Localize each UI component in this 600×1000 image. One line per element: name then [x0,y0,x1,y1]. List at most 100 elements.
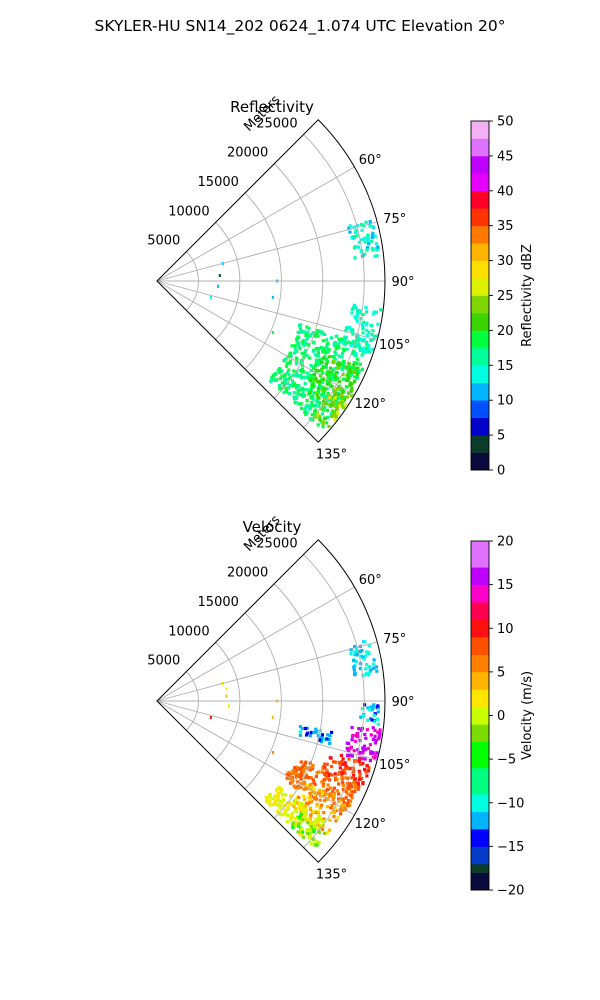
velocity-colorbar-segment [471,663,489,673]
reflectivity-gate [314,415,318,419]
reflectivity-gate [351,332,355,336]
reflectivity-gate [367,347,371,351]
velocity-gate [356,748,360,752]
velocity-gate [316,823,320,827]
reflectivity-azimuth-tick-label: 105° [379,338,410,353]
velocity-gate [296,801,300,805]
velocity-gate [365,764,369,768]
velocity-colorbar-segment [471,671,489,682]
velocity-gate [285,813,289,817]
velocity-gate [298,817,302,822]
velocity-gate [335,789,339,793]
velocity-azimuth-spoke [156,586,355,702]
reflectivity-colorbar-tick-label: 35 [497,219,514,234]
reflectivity-gate [334,346,339,350]
reflectivity-gate [340,351,345,355]
reflectivity-gate [330,355,335,359]
velocity-gate [342,801,346,805]
reflectivity-gate [341,390,345,394]
reflectivity-gate [344,365,348,369]
reflectivity-colorbar-tick-label: 50 [497,115,514,130]
reflectivity-colorbar-tick-label: 25 [497,289,514,304]
reflectivity-azimuth-spoke [156,166,355,282]
velocity-gate [271,751,274,755]
reflectivity-gate [354,315,359,319]
velocity-gate [343,805,347,810]
reflectivity-azimuth-tick-label: 90° [391,275,414,290]
reflectivity-gate [374,246,378,250]
reflectivity-gate [349,382,353,386]
velocity-gate [285,820,290,824]
reflectivity-range-tick-label: 20000 [227,146,268,161]
reflectivity-gate [346,367,350,371]
velocity-gate [312,730,316,735]
velocity-gate [352,665,356,669]
velocity-gate [293,808,297,812]
reflectivity-gate [295,349,299,353]
reflectivity-range-tick-label: 5000 [147,234,180,249]
reflectivity-colorbar-segment [471,312,489,323]
velocity-gate [368,759,372,763]
velocity-gate [308,766,313,770]
reflectivity-gate [339,386,343,390]
reflectivity-gate [303,352,307,356]
velocity-gate [363,640,367,644]
velocity-gate [307,776,311,780]
reflectivity-gate [305,403,309,407]
reflectivity-gate [352,369,356,373]
reflectivity-gate [341,405,345,410]
velocity-gate [306,817,311,821]
velocity-gate [327,737,331,742]
velocity-gate [288,781,293,785]
reflectivity-gate [341,373,345,377]
velocity-gate [359,751,363,755]
velocity-gate [347,757,351,761]
reflectivity-gate [321,371,325,375]
reflectivity-gate [352,363,356,367]
reflectivity-colorbar-tick-label: 40 [497,184,514,199]
velocity-azimuth-spoke [156,641,378,702]
reflectivity-gate [358,346,362,350]
velocity-gate [313,843,317,847]
reflectivity-gate [300,340,304,344]
velocity-gate [318,798,322,802]
velocity-gate [358,775,362,780]
velocity-gate [328,818,332,822]
reflectivity-gate [321,392,325,396]
velocity-gate [343,761,347,765]
reflectivity-gate [217,284,220,288]
reflectivity-azimuth-tick-label: 60° [359,153,382,168]
velocity-gate [309,776,313,780]
velocity-gate [281,813,285,817]
reflectivity-gate [347,391,351,395]
reflectivity-gate [295,401,299,405]
velocity-gate [358,666,362,671]
reflectivity-colorbar-tick-label: 15 [497,359,514,374]
velocity-gate [308,785,312,790]
reflectivity-gate [308,404,312,408]
reflectivity-gate [365,248,369,252]
velocity-gate [304,726,308,731]
reflectivity-gate [326,398,330,403]
velocity-gate [353,645,357,649]
reflectivity-gate [376,247,380,251]
reflectivity-gate [324,401,328,405]
reflectivity-gate [344,403,348,407]
velocity-gate [308,819,312,823]
reflectivity-gate [341,338,345,342]
reflectivity-gate [331,375,335,379]
reflectivity-gate [316,329,320,333]
reflectivity-gate [321,425,325,429]
reflectivity-gate [327,424,331,429]
reflectivity-gate [365,246,369,250]
velocity-gate [299,812,303,816]
velocity-gate [268,792,272,796]
reflectivity-gate [354,305,358,309]
velocity-gate [328,794,332,798]
velocity-gate [310,787,314,791]
velocity-gate [318,825,322,829]
velocity-colorbar-tick-label: 15 [497,578,514,593]
velocity-gate [287,774,291,778]
velocity-gate [304,801,308,805]
velocity-gate [325,737,329,741]
